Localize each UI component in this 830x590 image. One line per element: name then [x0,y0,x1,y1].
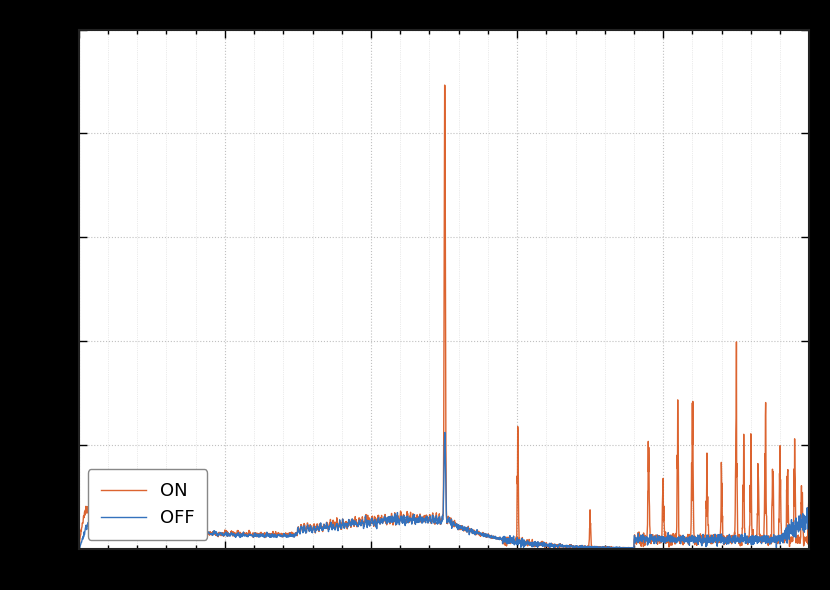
OFF [386,517,396,524]
Line: OFF: OFF [79,432,809,548]
OFF [157,525,167,532]
ON [711,541,721,548]
ON [157,525,167,532]
ON [74,539,84,546]
OFF [440,429,450,436]
OFF [74,545,84,552]
OFF [711,539,721,546]
OFF [354,519,364,526]
OFF [201,531,211,538]
ON [607,545,617,552]
ON [201,529,211,536]
OFF [609,545,619,552]
ON [804,509,814,516]
ON [440,81,450,88]
ON [354,518,364,525]
Legend: ON, OFF: ON, OFF [88,470,208,540]
Line: ON: ON [79,85,809,549]
OFF [804,519,814,526]
ON [790,496,800,503]
ON [386,517,396,524]
OFF [790,517,800,524]
